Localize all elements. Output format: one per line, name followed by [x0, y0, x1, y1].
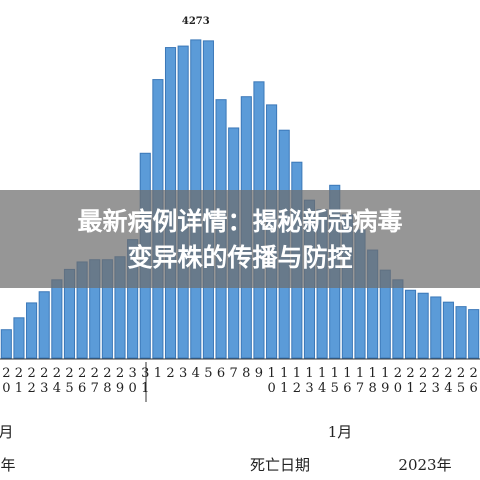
bar: [392, 279, 404, 359]
x-tick-label: 30: [125, 366, 140, 396]
banner-title: 变异株的传播与防控: [127, 243, 352, 272]
bar: [430, 296, 442, 359]
x-tick-label: 24: [49, 366, 64, 396]
x-tick-label: 26: [75, 366, 90, 396]
x-tick-label: 23: [37, 366, 52, 396]
bar: [38, 291, 50, 359]
bar: [455, 306, 467, 359]
x-tick-label: 12: [289, 366, 304, 396]
x-tick-label: 5: [201, 366, 216, 381]
x-tick-label: 28: [100, 366, 115, 396]
x-tick-label: 3: [176, 366, 191, 381]
bar: [417, 292, 429, 359]
x-tick-label: 26: [466, 366, 480, 396]
value-label: 4273: [182, 16, 210, 27]
x-tick-label: 29: [113, 366, 128, 396]
x-tick-label: 8: [239, 366, 254, 381]
x-tick-label: 15: [327, 366, 342, 396]
x-tick-label: 4: [188, 366, 203, 381]
bar: [26, 302, 38, 359]
bar: [404, 289, 417, 359]
x-tick-label: 6: [214, 366, 229, 381]
bar: [13, 317, 25, 359]
x-tick-label: 1: [150, 366, 165, 381]
x-tick-label: 18: [365, 366, 380, 396]
x-tick-label: 21: [11, 366, 26, 396]
x-tick-label: 25: [62, 366, 77, 396]
x-tick-label: 13: [302, 366, 317, 396]
x-tick-label: 10: [264, 366, 279, 396]
year-label: 年: [0, 456, 15, 474]
x-tick-label: 21: [403, 366, 418, 396]
year-label: 2023年: [398, 456, 451, 474]
bar: [442, 301, 454, 359]
x-tick-label: 7: [226, 366, 241, 381]
x-tick-label: 24: [441, 366, 456, 396]
x-tick-label: 25: [454, 366, 469, 396]
x-tick-label: 2: [163, 366, 178, 381]
bar: [468, 309, 480, 359]
month-label: 月: [0, 423, 14, 441]
bar: [51, 279, 63, 359]
x-tick-label: 14: [315, 366, 330, 396]
x-tick-label: 20: [390, 366, 405, 396]
x-tick-label: 23: [428, 366, 443, 396]
x-tick-label: 19: [378, 366, 393, 396]
x-axis-label: 死亡日期: [250, 456, 310, 474]
x-tick-label: 17: [353, 366, 368, 396]
x-tick-label: 11: [277, 366, 292, 396]
x-tick-label: 31: [138, 366, 153, 396]
banner-background: [0, 190, 480, 288]
x-tick-label: 9: [251, 366, 266, 381]
month-label: 1月: [328, 423, 353, 441]
banner-title: 最新病例详情：揭秘新冠病毒: [77, 207, 402, 236]
x-tick-label: 22: [24, 366, 39, 396]
bar: [0, 329, 12, 359]
x-tick-label: 22: [416, 366, 431, 396]
x-tick-label: 20: [0, 366, 14, 396]
x-tick-label: 27: [87, 366, 102, 396]
x-tick-label: 16: [340, 366, 355, 396]
